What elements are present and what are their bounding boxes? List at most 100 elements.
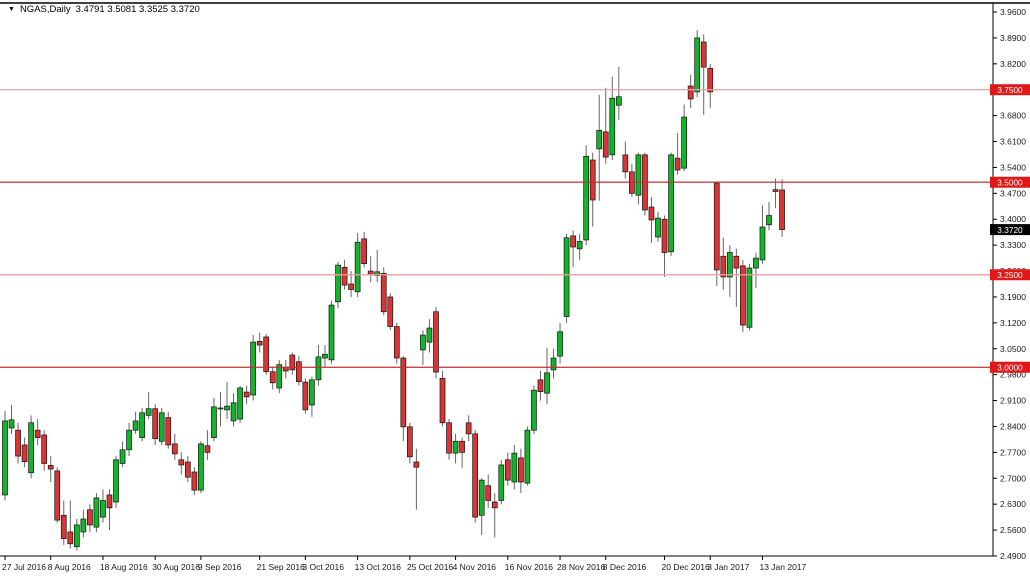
price-tick-label: 3.1200 xyxy=(1000,318,1026,328)
candles-layer xyxy=(2,30,785,551)
candle-body-down xyxy=(296,361,302,383)
candle xyxy=(537,370,544,401)
current-ohlc-values: 3.4791 3.5081 3.3525 3.3720 xyxy=(75,4,200,15)
candle xyxy=(34,419,41,445)
candle xyxy=(452,433,459,464)
price-tick-label: 2.7000 xyxy=(1000,473,1026,483)
candle-body-down xyxy=(171,443,178,455)
candle-body-up xyxy=(420,334,426,351)
candle xyxy=(583,145,590,246)
candle-body-up xyxy=(230,402,237,422)
level-price-tag: 3.2500 xyxy=(990,269,1030,281)
candle-body-down xyxy=(106,494,113,509)
candle xyxy=(550,348,557,379)
candle xyxy=(100,489,106,523)
candle xyxy=(687,74,694,109)
candle-body-down xyxy=(263,336,270,373)
candle xyxy=(2,410,8,501)
candle xyxy=(171,433,178,460)
candle xyxy=(472,430,479,523)
candle-body-up xyxy=(759,226,766,261)
candle xyxy=(361,231,367,268)
candle xyxy=(694,30,701,98)
candle-body-up xyxy=(217,407,224,410)
candle-body-up xyxy=(726,252,733,278)
price-tick-label: 3.1900 xyxy=(1000,292,1026,302)
candle xyxy=(191,467,198,495)
candle xyxy=(576,234,583,260)
candle-body-down xyxy=(465,422,472,435)
candle-body-down xyxy=(485,485,492,501)
level-price-tag-label: 3.7500 xyxy=(997,85,1023,95)
price-tick-label: 2.9100 xyxy=(1000,396,1026,406)
candle-body-down xyxy=(204,445,211,453)
candle-body-down xyxy=(47,464,54,470)
candle xyxy=(119,441,126,468)
candle-body-down xyxy=(413,461,420,468)
candle xyxy=(178,452,185,475)
candle-body-up xyxy=(2,420,8,496)
price-tick-label: 3.8900 xyxy=(1000,33,1026,43)
candle-body-down xyxy=(393,326,400,359)
candle-body-up xyxy=(139,412,145,438)
candle xyxy=(276,359,283,394)
candle xyxy=(282,359,289,379)
candle-body-up xyxy=(596,130,603,150)
candle xyxy=(615,66,622,121)
candle xyxy=(759,205,766,264)
candle xyxy=(217,392,224,427)
candle xyxy=(674,133,681,175)
candle-body-up xyxy=(583,155,590,241)
candle xyxy=(367,256,374,283)
price-tick-label: 3.3300 xyxy=(1000,240,1026,250)
candle-body-down xyxy=(433,311,439,373)
candle-body-up xyxy=(93,497,100,528)
time-tick-label: 4 Nov 2016 xyxy=(453,562,497,572)
candle xyxy=(204,430,211,460)
candle-body-up xyxy=(322,353,328,359)
time-tick-label: 18 Aug 2016 xyxy=(100,562,148,572)
candle-body-down xyxy=(713,182,720,271)
candle-body-down xyxy=(348,283,354,290)
candle-body-down xyxy=(622,154,629,173)
time-tick-label: 30 Aug 2016 xyxy=(152,562,200,572)
current-price-tag-label: 3.3720 xyxy=(997,225,1023,235)
current-price-tag: 3.3720 xyxy=(990,224,1030,236)
candle xyxy=(746,263,753,331)
candle-body-down xyxy=(256,341,263,346)
time-tick-label: 9 Sep 2016 xyxy=(198,562,242,572)
candle-body-down xyxy=(178,459,185,466)
candle xyxy=(289,352,296,375)
candle-body-up xyxy=(145,408,152,416)
candle xyxy=(707,63,714,109)
time-tick-label: 27 Jul 2016 xyxy=(2,562,46,572)
candle xyxy=(531,385,537,434)
candle-body-down xyxy=(504,459,511,481)
candle-body-down xyxy=(779,189,785,230)
candle xyxy=(609,76,616,161)
candle-body-down xyxy=(589,159,596,201)
candle-body-down xyxy=(648,206,655,221)
candle-body-down xyxy=(34,429,41,438)
candle-body-up xyxy=(80,518,87,533)
symbol-marker-icon: ▼ xyxy=(8,6,15,13)
candle-body-up xyxy=(615,96,622,106)
candle-body-up xyxy=(100,500,106,518)
candle xyxy=(315,345,322,386)
candle-body-down xyxy=(537,379,544,393)
candle xyxy=(198,441,204,494)
candle-body-down xyxy=(772,189,779,192)
candle xyxy=(491,493,498,538)
candle-body-up xyxy=(746,267,753,328)
candle-body-down xyxy=(733,255,740,269)
candle xyxy=(184,456,191,482)
candle xyxy=(629,163,635,198)
candle-body-down xyxy=(400,357,407,428)
candle-body-down xyxy=(674,157,681,171)
candle xyxy=(596,94,603,201)
level-price-tag: 3.5000 xyxy=(990,176,1030,188)
candle xyxy=(446,419,452,460)
time-tick-label: 13 Jan 2017 xyxy=(759,562,806,572)
candle xyxy=(158,407,165,445)
